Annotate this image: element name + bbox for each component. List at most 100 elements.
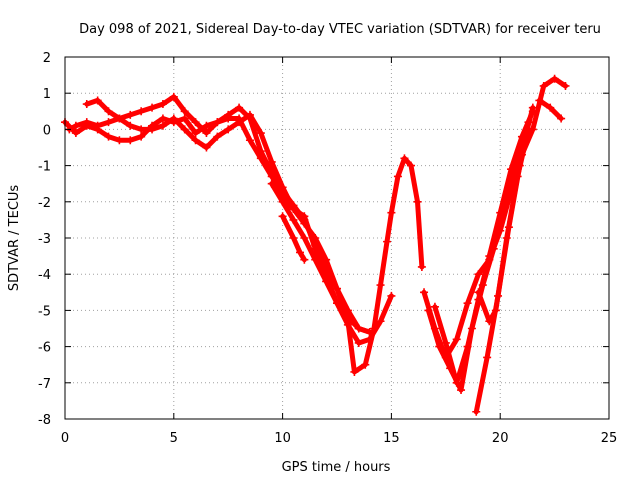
- data-point-marker: [354, 338, 363, 347]
- data-point-marker: [169, 114, 178, 123]
- data-point-marker: [376, 281, 385, 290]
- chart-title: Day 098 of 2021, Sidereal Day-to-day VTE…: [79, 22, 601, 37]
- data-point-marker: [365, 335, 374, 344]
- data-point-marker: [474, 288, 483, 297]
- data-point-marker: [365, 328, 374, 337]
- data-point-marker: [137, 125, 146, 134]
- data-point-marker: [115, 114, 124, 123]
- data-point-marker: [393, 172, 402, 181]
- data-point-marker: [224, 110, 233, 119]
- data-point-marker: [561, 81, 570, 90]
- data-point-marker: [496, 208, 505, 217]
- series-line: [475, 126, 531, 324]
- data-point-marker: [463, 299, 472, 308]
- data-point-marker: [452, 335, 461, 344]
- data-point-marker: [256, 147, 265, 156]
- data-point-marker: [376, 317, 385, 326]
- series-line: [84, 97, 373, 335]
- data-point-marker: [289, 234, 298, 242]
- y-tick-label: 2: [43, 51, 51, 66]
- data-point-marker: [224, 125, 233, 134]
- data-point-marker: [235, 103, 244, 112]
- data-point-marker: [387, 208, 396, 217]
- x-tick-label: 15: [383, 431, 400, 446]
- data-point-marker: [180, 107, 189, 116]
- y-tick-label: -3: [38, 232, 51, 247]
- data-point-marker: [322, 255, 331, 264]
- data-point-marker: [278, 212, 287, 221]
- data-point-marker: [417, 262, 426, 271]
- data-point-marker: [289, 205, 298, 214]
- grid-layer: [65, 57, 609, 419]
- data-point-marker: [93, 121, 102, 130]
- data-point-marker: [137, 107, 146, 116]
- data-point-marker: [300, 234, 309, 242]
- data-point-marker: [413, 197, 422, 206]
- data-point-marker: [435, 342, 444, 351]
- x-tick-label: 5: [170, 431, 178, 446]
- data-point-marker: [528, 107, 537, 116]
- y-tick-label: -6: [38, 341, 51, 356]
- data-point-marker: [256, 129, 265, 138]
- data-point-marker: [137, 132, 146, 141]
- y-tick-label: -7: [38, 377, 51, 392]
- y-axis-label: SDTVAR / TECUs: [7, 185, 22, 292]
- data-point-marker: [71, 129, 80, 138]
- data-point-marker: [513, 172, 522, 181]
- x-tick-layer: 0 5 10 15 20 25: [61, 57, 617, 446]
- data-point-marker: [322, 277, 331, 286]
- data-point-marker: [400, 154, 409, 163]
- y-tick-label: -5: [38, 304, 51, 319]
- x-tick-label: 10: [274, 431, 291, 446]
- data-point-marker: [406, 161, 415, 170]
- data-point-marker: [93, 96, 102, 105]
- y-tick-label: 1: [43, 87, 51, 102]
- data-point-marker: [430, 302, 439, 311]
- data-point-marker: [278, 183, 287, 192]
- data-point-marker: [180, 114, 189, 123]
- data-point-marker: [126, 136, 135, 145]
- data-point-marker: [278, 197, 287, 206]
- data-point-marker: [158, 121, 167, 130]
- y-tick-label: -2: [38, 196, 51, 211]
- y-tick-label: -4: [38, 268, 51, 283]
- data-point-marker: [354, 324, 363, 333]
- data-point-marker: [350, 367, 359, 376]
- data-point-marker: [267, 179, 276, 188]
- data-point-marker: [420, 288, 429, 297]
- data-point-marker: [158, 100, 167, 109]
- data-point-marker: [524, 118, 533, 127]
- data-point-marker: [333, 284, 341, 293]
- data-point-marker: [333, 299, 341, 308]
- data-point-marker: [296, 248, 305, 257]
- data-point-marker: [191, 136, 200, 145]
- data-point-marker: [441, 338, 450, 347]
- data-point-marker: [126, 110, 135, 119]
- data-point-marker: [463, 342, 472, 351]
- data-point-marker: [300, 255, 309, 264]
- data-point-marker: [507, 165, 516, 174]
- data-point-marker: [300, 219, 309, 228]
- data-point-marker: [502, 234, 511, 242]
- data-point-marker: [457, 386, 466, 395]
- data-point-marker: [169, 92, 178, 101]
- data-point-marker: [104, 118, 113, 127]
- data-point-marker: [550, 74, 559, 83]
- data-point-marker: [235, 118, 244, 127]
- data-point-marker: [539, 81, 548, 90]
- data-point-marker: [245, 110, 254, 119]
- data-point-marker: [343, 320, 352, 329]
- data-point-marker: [311, 255, 320, 264]
- data-point-marker: [383, 237, 392, 246]
- data-point-marker: [387, 291, 396, 300]
- data-point-marker: [213, 118, 222, 127]
- data-point-marker: [311, 234, 320, 242]
- data-point-marker: [483, 353, 492, 362]
- data-point-marker: [361, 360, 370, 369]
- series-line: [432, 108, 536, 386]
- data-point-marker: [424, 306, 433, 315]
- data-point-marker: [191, 118, 200, 127]
- series-track-4: [267, 179, 374, 337]
- data-point-marker: [180, 125, 189, 134]
